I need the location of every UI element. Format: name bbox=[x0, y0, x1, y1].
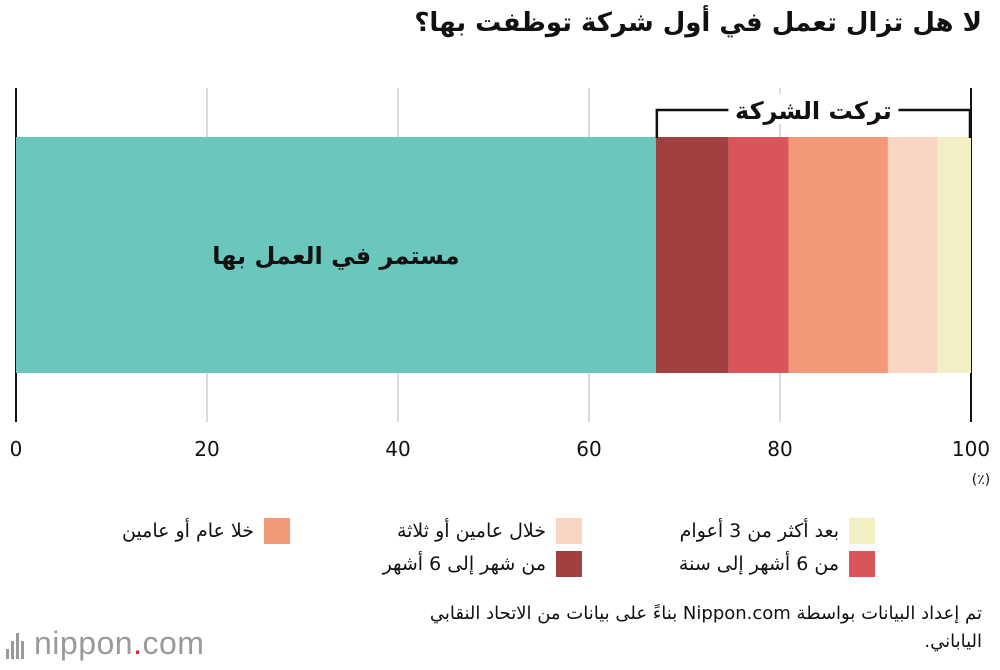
bar-segment bbox=[655, 137, 729, 373]
bracket-label: تركت الشركة bbox=[735, 97, 892, 125]
tick-label: 20 bbox=[194, 437, 219, 461]
tick-label: 80 bbox=[767, 437, 792, 461]
legend-label: من شهر إلى 6 أشهر bbox=[382, 553, 546, 575]
legend-item-1-2-years: خلا عام أو عامين bbox=[122, 518, 290, 544]
legend-swatch bbox=[849, 551, 875, 577]
bar-label: مستمر في العمل بها bbox=[212, 242, 459, 270]
logo-bars-icon bbox=[6, 629, 26, 659]
legend-label: خلا عام أو عامين bbox=[121, 520, 254, 542]
legend-label: بعد أكثر من 3 أعوام bbox=[679, 520, 839, 542]
bar-segment bbox=[16, 137, 656, 373]
bar-segment bbox=[937, 137, 971, 373]
tick-label: 100 bbox=[952, 437, 990, 461]
legend-item-1-6-months: من شهر إلى 6 أشهر bbox=[383, 551, 582, 577]
legend-item-6-months-1-year: من 6 أشهر إلى سنة bbox=[679, 551, 875, 577]
legend-item-2-3-years: خلال عامين أو ثلاثة bbox=[397, 518, 582, 544]
tick-label: 60 bbox=[576, 437, 601, 461]
legend-label: خلال عامين أو ثلاثة bbox=[396, 520, 546, 542]
chart-title: لا هل تزال تعمل في أول شركة توظفت بها؟ bbox=[414, 8, 982, 38]
legend-swatch bbox=[849, 518, 875, 544]
tick-label: 40 bbox=[385, 437, 410, 461]
unit-label: (٪) bbox=[972, 472, 990, 488]
stacked-bar-chart: 0 20 40 60 80 100 (٪) مستمر في العمل بها تركت ال… bbox=[10, 88, 990, 488]
tick-label: 0 bbox=[10, 437, 23, 461]
bar-segment bbox=[728, 137, 789, 373]
bracket-label-bg bbox=[728, 94, 899, 124]
legend-label: من 6 أشهر إلى سنة bbox=[678, 553, 839, 575]
source-note: تم إعداد البيانات بواسطة Nippon.com بناء… bbox=[429, 603, 982, 652]
bar-segment bbox=[887, 137, 938, 373]
legend-swatch bbox=[556, 518, 582, 544]
bar-segment bbox=[788, 137, 888, 373]
legend-swatch bbox=[556, 551, 582, 577]
logo-text: nippon.com bbox=[34, 625, 205, 661]
legend-item-over-3-years: بعد أكثر من 3 أعوام bbox=[680, 518, 875, 544]
nippon-logo: nippon.com bbox=[6, 625, 204, 662]
legend-swatch bbox=[264, 518, 290, 544]
